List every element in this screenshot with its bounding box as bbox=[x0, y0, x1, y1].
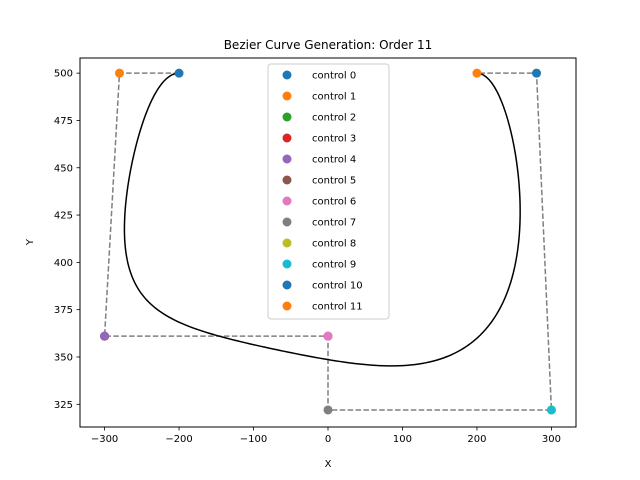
bezier-curve bbox=[123, 72, 521, 367]
x-tick-label: 100 bbox=[393, 434, 412, 445]
legend-label: control 11 bbox=[312, 302, 363, 313]
legend-label: control 8 bbox=[312, 239, 356, 250]
control-point-0 bbox=[174, 68, 184, 78]
legend-marker bbox=[282, 196, 292, 206]
legend-label: control 0 bbox=[312, 71, 356, 82]
control-point-6 bbox=[323, 331, 333, 341]
control-point-1 bbox=[114, 68, 124, 78]
y-tick-label: 500 bbox=[54, 69, 73, 80]
legend-marker bbox=[282, 70, 292, 80]
legend-label: control 9 bbox=[312, 260, 356, 271]
plot-area bbox=[100, 68, 556, 415]
x-tick-label: −300 bbox=[91, 434, 118, 445]
legend-marker bbox=[282, 91, 292, 101]
legend-box bbox=[267, 63, 390, 320]
y-tick-label: 475 bbox=[54, 116, 73, 127]
y-tick-label: 425 bbox=[54, 211, 73, 222]
legend-marker bbox=[282, 259, 292, 269]
y-tick-label: 350 bbox=[54, 352, 73, 363]
legend-marker bbox=[282, 154, 292, 164]
x-tick-label: 300 bbox=[542, 434, 561, 445]
y-tick-label: 375 bbox=[54, 305, 73, 316]
legend-label: control 6 bbox=[312, 197, 356, 208]
legend-marker bbox=[282, 301, 292, 311]
legend-label: control 3 bbox=[312, 134, 356, 145]
legend-marker bbox=[282, 112, 292, 122]
legend-label: control 7 bbox=[312, 218, 356, 229]
legend-label: control 10 bbox=[312, 281, 363, 292]
x-tick-label: 0 bbox=[325, 434, 331, 445]
legend-label: control 5 bbox=[312, 176, 356, 187]
legend-marker bbox=[282, 175, 292, 185]
x-axis-label: X bbox=[325, 459, 332, 470]
y-tick-label: 325 bbox=[54, 400, 73, 411]
control-point-7 bbox=[323, 405, 333, 415]
legend-marker bbox=[282, 238, 292, 248]
y-axis-label: Y bbox=[25, 238, 36, 246]
y-axis: 325 350 375 400 425 450 475 500 bbox=[54, 69, 80, 411]
chart-title: Bezier Curve Generation: Order 11 bbox=[224, 38, 433, 52]
y-tick-label: 450 bbox=[54, 163, 73, 174]
legend-marker bbox=[282, 133, 292, 143]
legend-marker bbox=[282, 280, 292, 290]
x-tick-label: −100 bbox=[240, 434, 267, 445]
control-point-4 bbox=[100, 331, 110, 341]
x-axis: −300 −200 −100 0 100 200 300 bbox=[91, 427, 561, 445]
x-tick-label: 200 bbox=[467, 434, 486, 445]
legend-label: control 1 bbox=[312, 92, 356, 103]
control-point-11 bbox=[472, 68, 482, 78]
legend-marker bbox=[282, 217, 292, 227]
x-tick-label: −200 bbox=[165, 434, 192, 445]
control-point-9 bbox=[546, 405, 556, 415]
legend-label: control 2 bbox=[312, 113, 356, 124]
y-tick-label: 400 bbox=[54, 258, 73, 269]
legend-label: control 4 bbox=[312, 155, 356, 166]
control-point-10 bbox=[532, 68, 542, 78]
control-polygon bbox=[103, 72, 553, 411]
legend: control 0 control 1 control 2 control 3 cont… bbox=[267, 63, 390, 320]
